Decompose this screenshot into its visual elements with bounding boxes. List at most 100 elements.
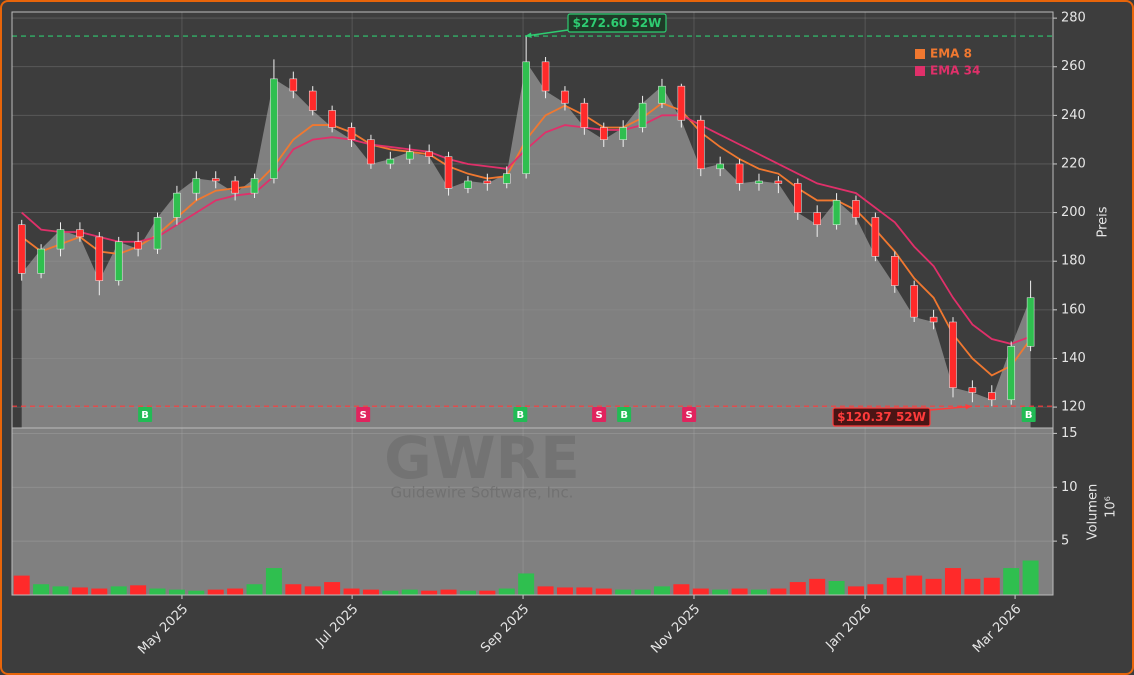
signal-marker xyxy=(1021,407,1036,422)
signal-marker xyxy=(592,407,607,422)
low-52w-arrow-head xyxy=(965,404,972,410)
volume-panel-border xyxy=(11,427,1054,596)
candle-body xyxy=(76,229,84,238)
volume-bar xyxy=(168,589,185,595)
volume-bar xyxy=(227,588,244,595)
x-tick-label: Nov 2025 xyxy=(648,602,703,657)
y-tick-label: 10 xyxy=(1061,480,1078,495)
candle-body xyxy=(367,139,375,165)
volume-bar xyxy=(343,588,360,595)
legend-label: EMA 8 xyxy=(930,47,972,61)
symbol-watermark: GWRE xyxy=(384,424,580,492)
candle-body xyxy=(638,102,647,128)
y-tick-label: 240 xyxy=(1061,108,1086,123)
volume-bar xyxy=(421,590,438,595)
signal-marker xyxy=(356,407,371,422)
volume-bar xyxy=(712,589,729,595)
candle-body xyxy=(56,229,65,250)
high-52w-label: $272.60 52W xyxy=(573,16,662,30)
company-watermark: Guidewire Software, Inc. xyxy=(391,484,574,502)
low-52w-label: $120.37 52W xyxy=(837,410,926,424)
candle-body xyxy=(697,119,705,170)
candle-body xyxy=(891,256,899,286)
y-tick-label: 120 xyxy=(1061,400,1086,415)
signal-label: B xyxy=(620,410,628,421)
y-tick-label: 140 xyxy=(1061,351,1086,366)
volume-bar xyxy=(576,587,593,595)
volume-bar xyxy=(692,588,709,595)
legend-swatch xyxy=(915,49,925,59)
candle-body xyxy=(17,224,26,274)
signal-marker xyxy=(513,407,528,422)
candle-body xyxy=(949,321,957,388)
volume-bar xyxy=(382,590,399,595)
volume-bar xyxy=(459,590,476,595)
low-52w-box xyxy=(832,407,931,427)
volume-bar xyxy=(518,573,535,595)
volume-bar xyxy=(634,589,651,595)
candle-body xyxy=(813,212,821,225)
candle-body xyxy=(968,387,977,393)
signal-label: B xyxy=(517,410,525,421)
candle-body xyxy=(600,127,608,140)
volume-bar xyxy=(91,588,108,595)
volume-bar xyxy=(110,586,127,595)
candle-body xyxy=(988,392,996,401)
volume-bar xyxy=(265,568,282,595)
candle-body xyxy=(483,180,492,184)
volume-bar xyxy=(401,589,418,595)
candle-body xyxy=(328,110,336,128)
candle-body xyxy=(794,183,802,213)
volume-bar xyxy=(595,588,612,595)
volume-bar xyxy=(71,587,88,595)
volume-bar xyxy=(653,586,670,595)
volume-bar xyxy=(944,568,961,595)
candle-body xyxy=(755,180,763,184)
candle-body xyxy=(658,85,666,104)
y-tick-label: 200 xyxy=(1061,205,1086,220)
volume-unit-label: 10⁶ xyxy=(1104,496,1119,518)
volume-bar xyxy=(847,586,864,595)
candle-body xyxy=(561,90,569,104)
candle-body xyxy=(134,241,142,250)
volume-bar xyxy=(304,586,321,595)
candle-body xyxy=(308,90,317,111)
x-tick-label: Jan 2026 xyxy=(823,602,875,654)
candle-body xyxy=(1007,346,1015,401)
y-tick-label: 280 xyxy=(1061,11,1086,26)
y-tick-label: 260 xyxy=(1061,59,1086,74)
candle-body xyxy=(464,180,472,189)
x-tick-label: Sep 2025 xyxy=(478,602,532,656)
volume-bar xyxy=(1022,560,1039,595)
candle-body xyxy=(250,178,259,194)
candle-body xyxy=(871,217,880,257)
candle-body xyxy=(211,178,220,182)
y-tick-label: 180 xyxy=(1061,254,1086,269)
signal-label: B xyxy=(141,410,149,421)
volume-bar xyxy=(673,584,690,595)
volume-bar xyxy=(479,590,496,595)
candle-body xyxy=(677,85,686,121)
y-tick-label: 160 xyxy=(1061,302,1086,317)
high-52w-arrow-head xyxy=(525,32,532,38)
volume-bar xyxy=(188,590,205,595)
candle-body xyxy=(231,180,239,194)
y-tick-label: 5 xyxy=(1061,534,1069,549)
candle-body xyxy=(405,151,414,160)
y-tick-label: 220 xyxy=(1061,156,1086,171)
volume-bar xyxy=(964,578,981,595)
volume-bar xyxy=(556,587,573,595)
candle-body xyxy=(347,127,356,140)
volume-bar xyxy=(13,575,30,595)
volume-bar xyxy=(750,589,767,595)
volume-bar xyxy=(324,582,341,595)
candle-body xyxy=(425,151,433,157)
candle-body xyxy=(832,200,841,225)
candle-body xyxy=(716,163,724,170)
volume-bar xyxy=(615,589,632,595)
volume-bar xyxy=(770,588,787,595)
candle-body xyxy=(774,180,783,184)
volume-bar xyxy=(867,584,884,595)
volume-bar xyxy=(362,589,379,595)
